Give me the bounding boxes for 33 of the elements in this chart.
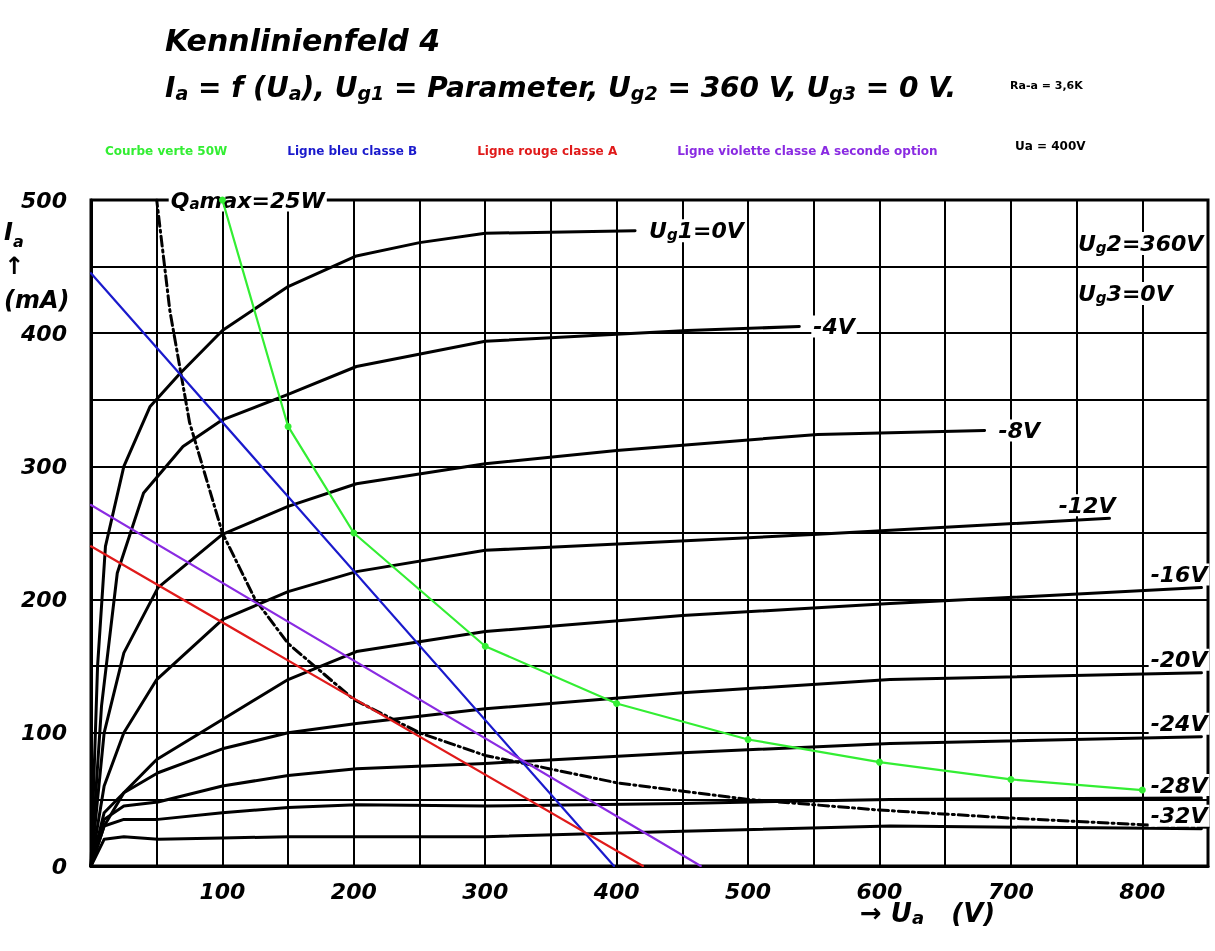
series-label: Ug1=0V bbox=[649, 218, 746, 244]
x-tick-label: 100 bbox=[199, 878, 246, 904]
y-tick-label: 300 bbox=[21, 453, 67, 479]
y-tick-label: 500 bbox=[21, 187, 67, 213]
series-label: -24V bbox=[1150, 711, 1210, 737]
x-tick-label: 200 bbox=[330, 878, 377, 904]
series-label: -8V bbox=[998, 417, 1043, 443]
series-label: Qamax=25W bbox=[170, 187, 327, 213]
x-tick-label: 400 bbox=[592, 878, 640, 904]
series-label: -20V bbox=[1150, 647, 1210, 673]
text: → Ua (V) bbox=[860, 898, 996, 928]
text: Ligne bleu classe B bbox=[287, 144, 418, 158]
text: Ua = 400V bbox=[1015, 139, 1087, 153]
series-label: -12V bbox=[1058, 492, 1118, 518]
chart-title: Kennlinienfeld 4 bbox=[165, 22, 441, 58]
text: Courbe verte 50W bbox=[105, 144, 228, 158]
annotation: Ug2=360V bbox=[1078, 231, 1206, 257]
x-tick-label: 300 bbox=[462, 878, 509, 904]
series-label: -4V bbox=[813, 314, 857, 340]
annotation: Ug3=0V bbox=[1078, 281, 1175, 307]
text: Ligne rouge classe A bbox=[477, 144, 618, 158]
text: Ra-a = 3,6K bbox=[1010, 79, 1084, 92]
x-tick-label: 800 bbox=[1119, 878, 1166, 904]
x-tick-label: 500 bbox=[725, 878, 772, 904]
series-label: -32V bbox=[1150, 803, 1210, 829]
text: Ligne violette classe A seconde option bbox=[677, 144, 938, 158]
series-label: -16V bbox=[1150, 562, 1210, 588]
y-tick-label: 400 bbox=[20, 320, 67, 346]
y-tick-label: 200 bbox=[21, 587, 67, 613]
text: Ia = f (Ua), Ug1 = Parameter, Ug2 = 360 V, Ug3 = 0 V. bbox=[165, 71, 957, 104]
y-tick-label: 100 bbox=[21, 720, 67, 746]
y-tick-label: 0 bbox=[51, 853, 67, 879]
series-label: -28V bbox=[1150, 772, 1210, 798]
